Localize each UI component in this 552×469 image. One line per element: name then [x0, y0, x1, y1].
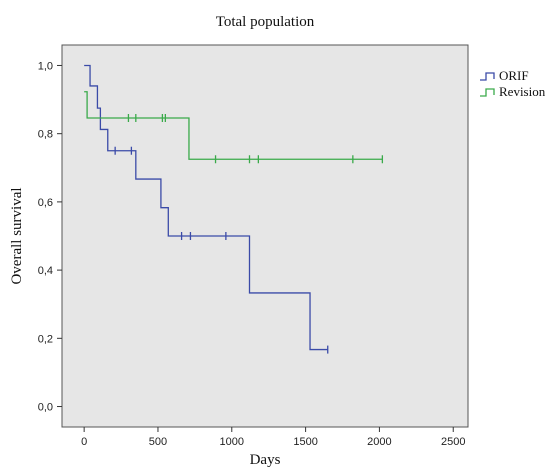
- legend-swatch-revision: [480, 88, 495, 97]
- legend-label-revision: Revision: [499, 84, 546, 99]
- x-tick-label: 1000: [220, 436, 244, 448]
- y-tick-label: 0,2: [38, 333, 53, 345]
- y-tick-label: 1,0: [38, 60, 53, 72]
- y-tick-label: 0,0: [38, 402, 53, 414]
- x-tick-label: 0: [81, 436, 87, 448]
- y-axis-title: Overall survival: [9, 187, 25, 284]
- series-group: [84, 64, 384, 354]
- x-tick-label: 500: [149, 436, 167, 448]
- legend-swatch-orif: [480, 72, 495, 81]
- legend-label-orif: ORIF: [499, 68, 529, 83]
- x-axis: 0 500 1000 1500 2000 2500: [81, 427, 465, 448]
- y-tick-label: 0,6: [38, 197, 53, 209]
- series-line-orif: [84, 64, 328, 351]
- plot-area: [61, 44, 469, 428]
- y-tick-label: 0,4: [38, 265, 53, 277]
- x-tick-label: 2000: [367, 436, 391, 448]
- x-tick-label: 2500: [441, 436, 465, 448]
- chart-title: Total population: [216, 14, 315, 30]
- series-line-revision: [84, 91, 383, 160]
- y-axis: 0,0 0,2 0,4 0,6 0,8 1,0: [38, 60, 62, 414]
- x-axis-title: Days: [250, 452, 281, 468]
- x-tick-label: 1500: [293, 436, 317, 448]
- y-tick-label: 0,8: [38, 129, 53, 141]
